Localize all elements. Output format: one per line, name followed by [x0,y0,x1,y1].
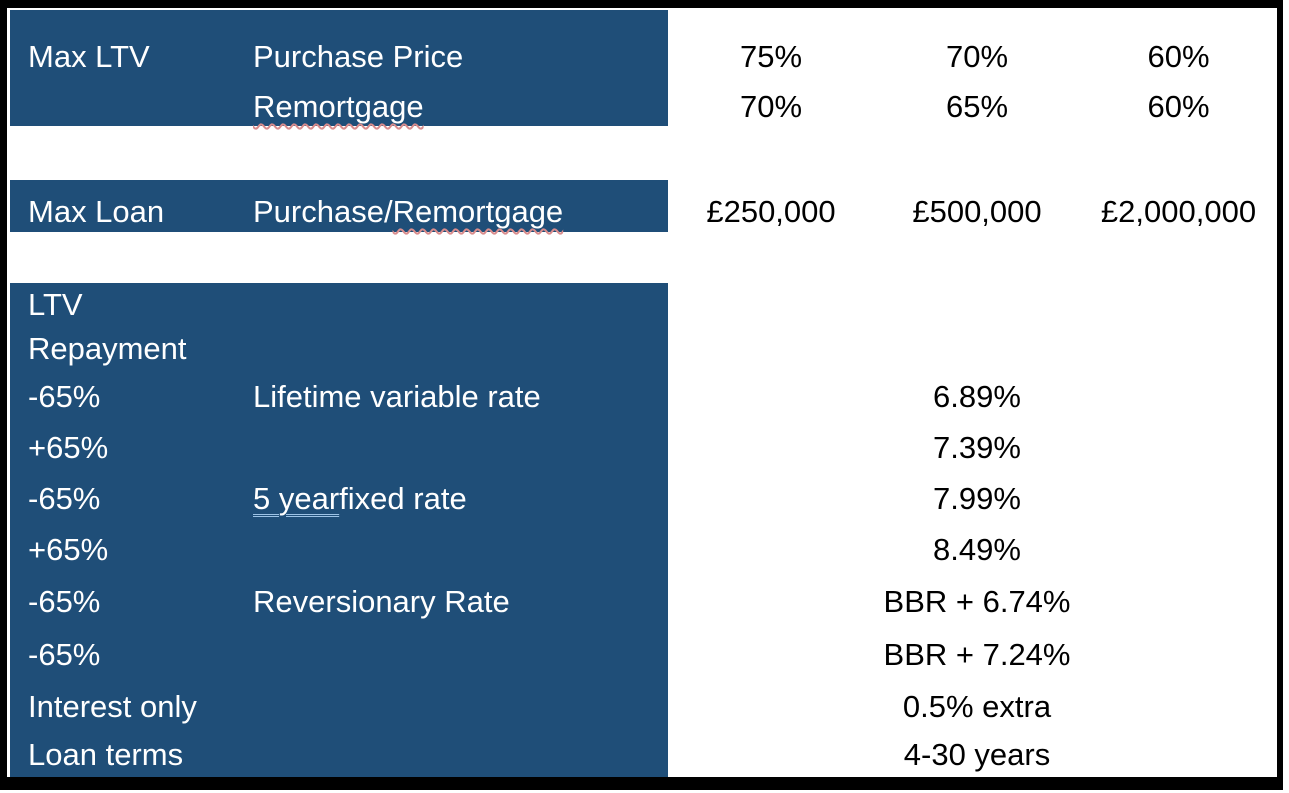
max-ltv-purchase-value-3: 60% [1147,39,1210,74]
table-row: +65% 7.39% [10,422,1277,473]
loan-terms-label: Loan terms [28,737,184,772]
rates-header-ltv: LTV [28,287,83,322]
remortgage-label: Remortgage [250,81,668,133]
product-label-lifetime-variable: Lifetime variable rate [253,378,541,414]
product-label-empty [250,733,668,777]
purchase-price-label: Purchase Price [253,39,464,74]
section-rates: LTV Repayment -65% Lifetime variable rat… [10,283,1277,777]
table-row: -65% Lifetime variable rate 6.89% [10,371,1277,422]
table-row: -65% Reversionary Rate BBR + 6.74% [10,575,1277,629]
purchase-remortgage-flagged-text: Remortgage [392,194,564,229]
max-loan-value-2: £500,000 [912,194,1042,229]
table-row: -65% BBR + 7.24% [10,629,1277,681]
section-rates-background [10,283,668,777]
rate-value: BBR + 7.24% [883,637,1071,672]
ltv-band-label: -65% [28,480,101,516]
ltv-band-label: -65% [28,637,101,672]
table-row: Interest only 0.5% extra [10,681,1277,733]
remortgage-label-text: Remortgage [253,89,424,124]
product-label-5-year-fixed: 5 year fixed rate [250,473,668,524]
rate-value: 8.49% [933,531,1021,567]
max-ltv-purchase-value-2: 70% [945,39,1009,74]
interest-only-label: Interest only [28,689,197,724]
five-year-flagged-text: 5 year [253,480,340,516]
ltv-band-label: -65% [28,584,101,619]
rate-value: 7.39% [933,429,1021,465]
ltv-band-label: +65% [28,429,109,465]
max-ltv-remortgage-value-3: 60% [1147,89,1210,124]
interest-only-value: 0.5% extra [902,689,1052,724]
ltv-band-label: +65% [28,531,109,567]
max-ltv-label: Max LTV [28,39,150,74]
max-ltv-remortgage-value-2: 65% [945,89,1009,124]
loan-terms-value: 4-30 years [903,737,1051,772]
product-label-empty [250,681,668,733]
product-label-empty [250,524,668,575]
table-row: Max Loan Purchase/Remortgage £250,000 £5… [10,192,1277,232]
rate-value: 6.89% [933,378,1021,414]
max-loan-value-1: £250,000 [706,194,836,229]
max-loan-value-3: £2,000,000 [1100,194,1257,229]
product-label-empty [250,422,668,473]
table-row: Loan terms 4-30 years [10,733,1277,777]
section-max-ltv-background [10,10,668,126]
max-ltv-purchase-value-1: 75% [739,39,803,74]
max-loan-label: Max Loan [28,194,165,229]
table-row: LTV [10,283,1277,327]
table-row: -65% 5 year fixed rate 7.99% [10,473,1277,524]
rates-header-repayment: Repayment [28,331,187,366]
rate-value: 7.99% [933,480,1021,516]
purchase-remortgage-label: Purchase/Remortgage [250,192,668,232]
table-row: +65% 8.49% [10,524,1277,575]
section-max-loan-background [10,180,668,232]
product-label-reversionary-rate: Reversionary Rate [253,584,510,619]
product-label-empty [250,629,668,681]
table-row: Max LTV Purchase Price 75% 70% 60% [10,33,1277,81]
ltv-band-label: -65% [28,378,101,414]
rate-value: BBR + 6.74% [883,584,1071,619]
max-ltv-remortgage-value-1: 70% [739,89,803,124]
table-row: Remortgage 70% 65% 60% [10,81,1277,133]
purchase-remortgage-prefix: Purchase/ [253,194,393,229]
five-year-rest-text: fixed rate [339,480,467,516]
section-max-loan: Max Loan Purchase/Remortgage £250,000 £5… [10,180,1277,232]
section-max-ltv: Max LTV Purchase Price 75% 70% 60% Remor… [10,10,1277,126]
table-row: Repayment [10,327,1277,371]
